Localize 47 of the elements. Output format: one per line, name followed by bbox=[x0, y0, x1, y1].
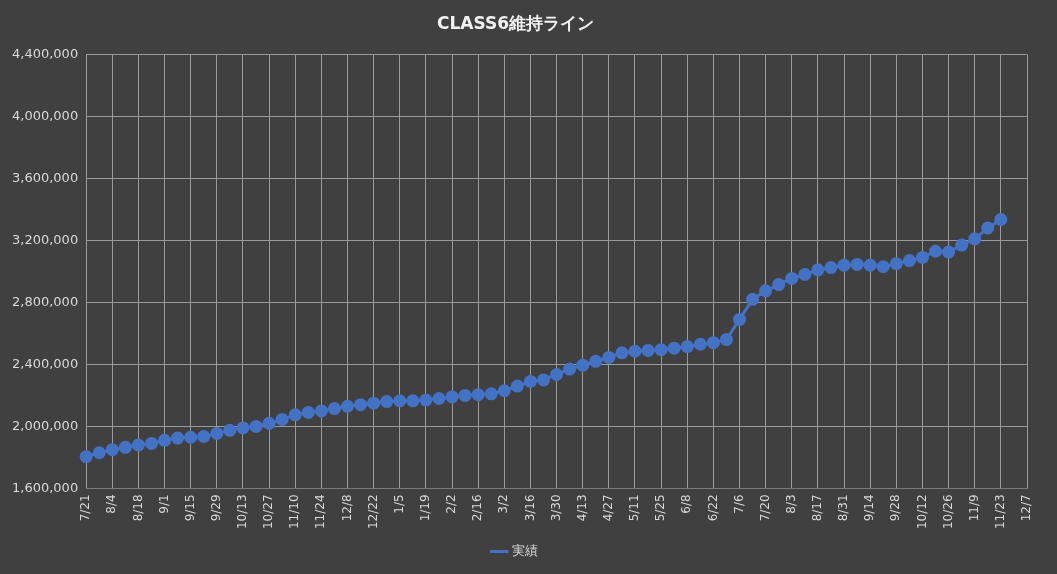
x-tick-label: 12/22 bbox=[365, 494, 380, 530]
x-tick-label: 7/6 bbox=[731, 494, 746, 514]
y-tick-label: 4,000,000 bbox=[11, 107, 79, 123]
x-tick-label: 2/16 bbox=[470, 494, 485, 522]
x-tick-label: 5/11 bbox=[627, 494, 642, 522]
x-tick-label: 5/25 bbox=[653, 494, 668, 522]
x-tick-label: 1/5 bbox=[391, 494, 406, 514]
x-tick-label: 9/1 bbox=[156, 494, 171, 514]
y-tick-label: 3,200,000 bbox=[11, 231, 79, 247]
x-tick-label: 11/24 bbox=[313, 494, 328, 530]
x-tick-label: 10/27 bbox=[261, 494, 276, 530]
legend-label: 実績 bbox=[512, 542, 539, 558]
x-tick-label: 3/30 bbox=[548, 494, 563, 522]
x-tick-label: 12/8 bbox=[339, 494, 354, 522]
x-tick-label: 9/28 bbox=[888, 494, 903, 522]
y-tick-label: 4,400,000 bbox=[11, 45, 79, 61]
y-tick-label: 2,400,000 bbox=[11, 355, 79, 371]
x-tick-label: 10/13 bbox=[235, 494, 250, 530]
x-tick-label: 9/14 bbox=[862, 494, 877, 522]
x-tick-label: 7/21 bbox=[78, 494, 93, 522]
x-tick-label: 6/8 bbox=[679, 494, 694, 514]
y-tick-label: 2,000,000 bbox=[11, 417, 79, 433]
y-tick-label: 3,600,000 bbox=[11, 169, 79, 185]
x-tick-label: 3/16 bbox=[522, 494, 537, 522]
x-tick-label: 4/13 bbox=[574, 494, 589, 522]
x-tick-label: 10/12 bbox=[914, 494, 929, 530]
x-tick-label: 2/2 bbox=[444, 494, 459, 514]
y-tick-label: 1,600,000 bbox=[11, 479, 79, 495]
x-tick-label: 7/20 bbox=[757, 494, 772, 522]
y-tick-label: 2,800,000 bbox=[11, 293, 79, 309]
x-tick-label: 10/26 bbox=[940, 494, 955, 530]
x-tick-label: 6/22 bbox=[705, 494, 720, 522]
x-tick-label: 12/7 bbox=[1019, 494, 1034, 522]
x-tick-label: 11/10 bbox=[287, 494, 302, 530]
x-tick-label: 9/15 bbox=[182, 494, 197, 522]
x-tick-label: 4/27 bbox=[600, 494, 615, 522]
chart-title: CLASS6維持ライン bbox=[436, 12, 595, 33]
x-tick-label: 8/18 bbox=[130, 494, 145, 522]
x-tick-label: 3/2 bbox=[496, 494, 511, 514]
x-tick-label: 11/23 bbox=[992, 494, 1007, 530]
x-tick-label: 8/31 bbox=[836, 494, 851, 522]
x-tick-label: 8/4 bbox=[104, 494, 119, 514]
x-tick-label: 8/3 bbox=[783, 494, 798, 514]
x-tick-label: 9/29 bbox=[208, 494, 223, 522]
x-tick-label: 11/9 bbox=[966, 494, 981, 522]
x-tick-label: 1/19 bbox=[418, 494, 433, 522]
x-tick-label: 8/17 bbox=[810, 494, 825, 522]
